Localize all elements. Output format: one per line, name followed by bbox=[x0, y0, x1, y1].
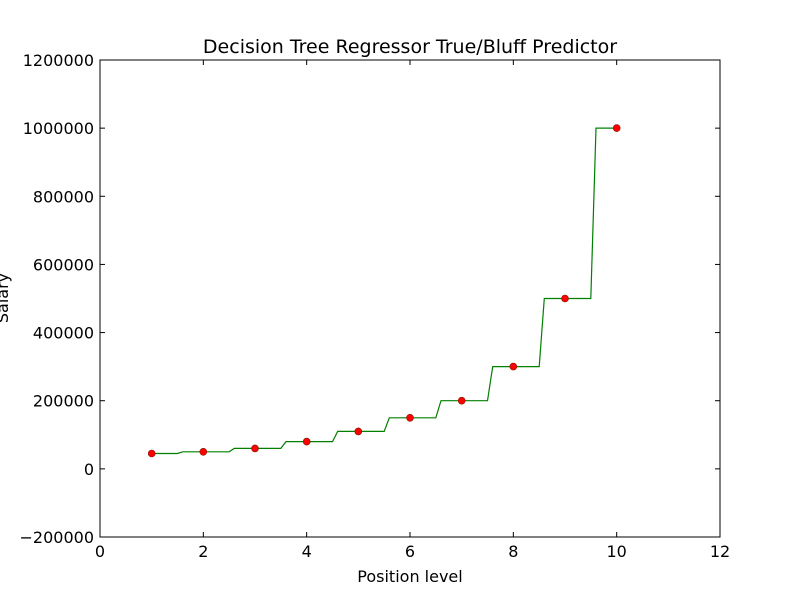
y-tick-label: 400000 bbox=[33, 324, 94, 343]
x-tick-label: 10 bbox=[606, 542, 626, 561]
x-tick-label: 2 bbox=[198, 542, 208, 561]
x-tick-label: 4 bbox=[302, 542, 312, 561]
x-tick-label: 0 bbox=[95, 542, 105, 561]
y-tick-label: 1000000 bbox=[23, 119, 94, 138]
data-point bbox=[612, 124, 621, 132]
data-point bbox=[509, 362, 518, 371]
y-tick-label: 0 bbox=[84, 460, 94, 479]
data-point bbox=[354, 427, 363, 436]
plot-frame bbox=[99, 59, 721, 538]
data-point bbox=[302, 437, 311, 446]
y-tick-label: 600000 bbox=[33, 255, 94, 274]
data-point bbox=[457, 396, 466, 405]
y-axis-title: Salary bbox=[0, 273, 12, 323]
plot-area bbox=[147, 124, 621, 458]
data-point bbox=[199, 447, 208, 456]
data-point bbox=[251, 444, 259, 453]
data-point bbox=[406, 413, 414, 422]
y-tick-label: −200000 bbox=[20, 528, 94, 547]
y-tick-label: 800000 bbox=[33, 187, 94, 206]
y-tick-label: 200000 bbox=[33, 392, 94, 411]
x-tick-label: 8 bbox=[508, 542, 518, 561]
data-point bbox=[147, 449, 156, 458]
prediction-step-line bbox=[151, 127, 617, 455]
axes-ticks: 0 2 4 6 8 10 12−200000020000040000060000080000… bbox=[20, 51, 731, 561]
x-tick-label: 6 bbox=[405, 542, 415, 561]
x-axis-title: Position level bbox=[357, 567, 462, 586]
y-tick-label: 1200000 bbox=[23, 51, 94, 70]
chart-title: Decision Tree Regressor True/Bluff Predi… bbox=[203, 36, 617, 58]
x-tick-label: 12 bbox=[710, 542, 730, 561]
data-point bbox=[561, 294, 569, 303]
